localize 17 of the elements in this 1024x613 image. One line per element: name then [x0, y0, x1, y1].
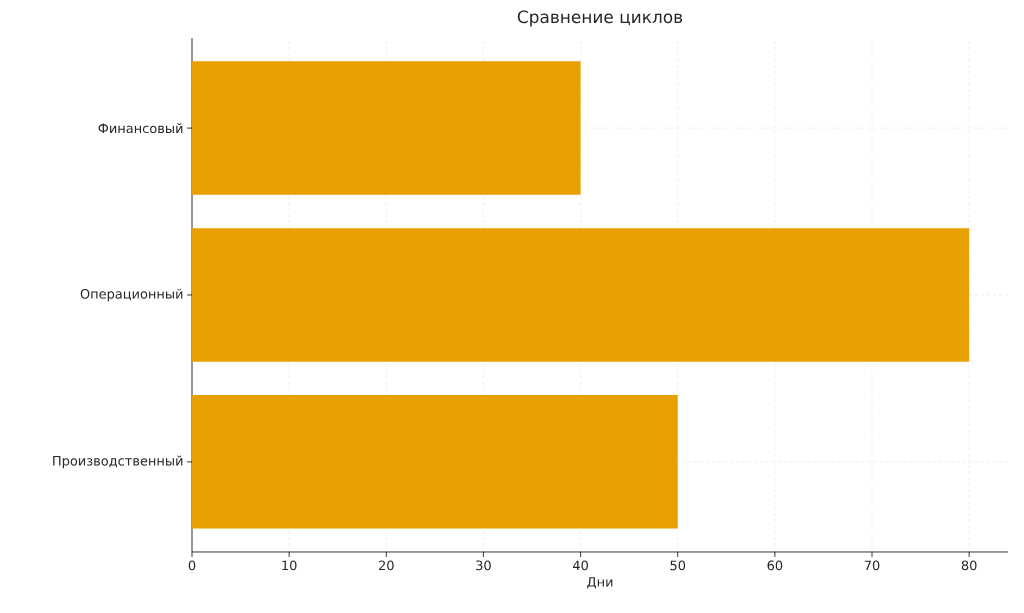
- bar: [192, 228, 970, 362]
- x-tick-label: 10: [282, 560, 297, 571]
- y-tick-label: Производственный: [53, 455, 183, 469]
- chart-title: Сравнение циклов: [517, 10, 683, 27]
- x-tick-label: 80: [961, 560, 977, 571]
- y-tick-label: Операционный: [80, 288, 183, 302]
- x-tick-label: 20: [379, 560, 394, 571]
- x-tick-label: 0: [188, 560, 196, 571]
- x-tick-label: 60: [767, 560, 783, 571]
- x-axis-title: Дни: [587, 577, 613, 589]
- y-tick-label: Финансовый: [98, 123, 183, 134]
- x-tick-label: 50: [670, 560, 686, 571]
- x-tick-label: 70: [864, 560, 880, 571]
- bar: [192, 61, 581, 195]
- x-tick-label: 30: [476, 560, 491, 571]
- bar: [192, 395, 678, 529]
- x-tick-label: 40: [572, 560, 588, 571]
